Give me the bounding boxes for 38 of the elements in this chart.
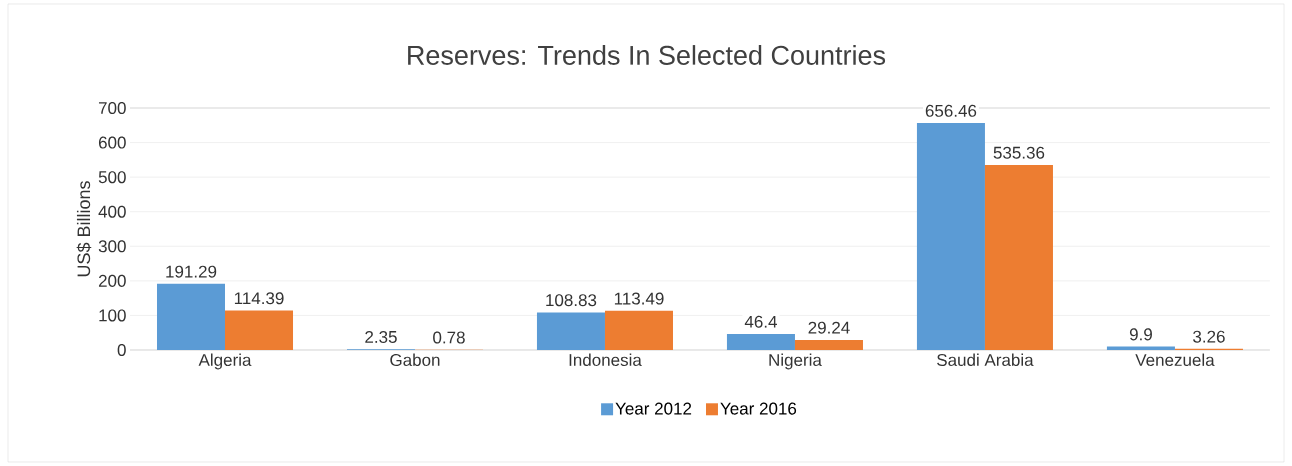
x-tick-label: Nigeria <box>769 353 822 370</box>
data-label: 656.46 <box>925 104 977 117</box>
x-tick-label: Gabon <box>390 353 440 367</box>
bar <box>156 283 225 350</box>
data-label: 9.9 <box>1129 328 1152 341</box>
y-tick-label: 300 <box>98 240 126 253</box>
x-tick-label: Indonesia <box>569 353 642 367</box>
data-label: 46.4 <box>744 315 777 328</box>
y-tick-label: 600 <box>98 136 126 149</box>
data-label: 3.26 <box>1193 330 1225 343</box>
y-tick-label: 700 <box>98 101 126 115</box>
bar <box>916 123 985 350</box>
bar <box>536 312 605 350</box>
bar <box>984 164 1053 350</box>
y-tick-label: 500 <box>98 171 126 184</box>
data-label: 108.83 <box>546 294 597 307</box>
bar <box>225 310 294 350</box>
data-label: 114.39 <box>234 292 284 305</box>
bar <box>604 310 673 350</box>
y-tick-label: 0 <box>117 343 126 357</box>
x-tick-label: Venezuela <box>1135 353 1215 367</box>
legend-label: Year 2016 <box>720 402 797 415</box>
data-label: 0.78 <box>433 331 465 344</box>
legend-label: Year 2012 <box>615 402 692 415</box>
x-tick-label: Algeria <box>198 353 252 370</box>
y-tick-label: 200 <box>98 274 126 287</box>
data-label: 535.36 <box>993 146 1045 159</box>
data-label: 2.35 <box>365 330 397 343</box>
y-tick-label: 100 <box>99 309 126 322</box>
data-label: 191.29 <box>166 265 217 278</box>
y-tick-label: 400 <box>98 205 126 218</box>
bar <box>794 339 863 350</box>
data-label: 113.49 <box>614 292 664 305</box>
chart-title: Reserves: Trends In Selected Countries <box>408 45 886 65</box>
y-axis-title: US$ Billions <box>76 181 92 277</box>
x-tick-label: Saudi Arabia <box>937 353 1034 367</box>
bar <box>726 333 795 350</box>
data-label: 29.24 <box>808 321 850 334</box>
